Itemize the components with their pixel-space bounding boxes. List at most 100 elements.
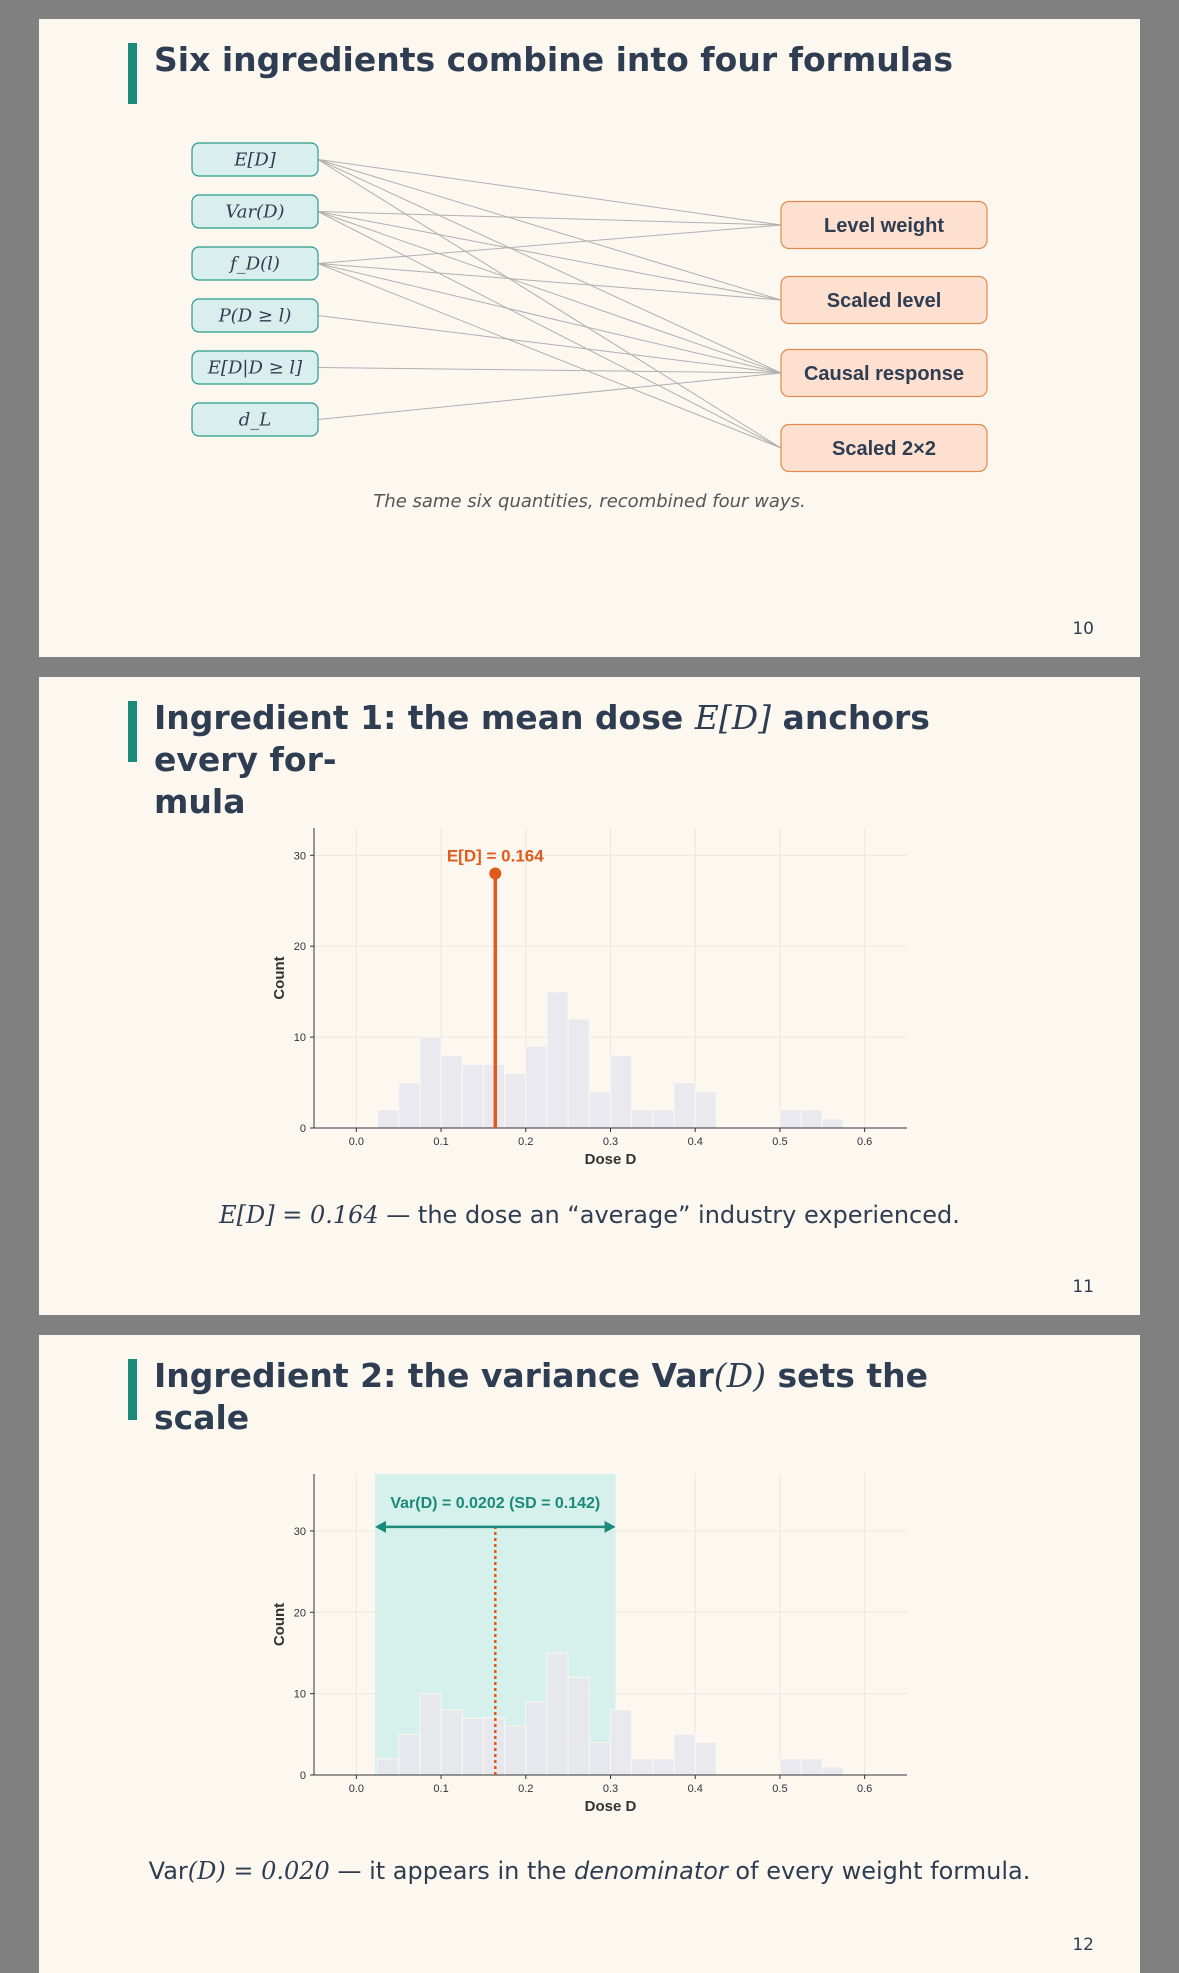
dose-histogram-mean: 0.0 0.1 0.2 0.3 0.4 0.5 0.6 0 10 20 30 Dose D Count E… [271, 828, 907, 1168]
x-tick-label: 0.1 [433, 1136, 448, 1148]
histogram-bar [631, 1109, 654, 1129]
histogram-bar [398, 1082, 421, 1129]
diagram-link [317, 263, 782, 449]
histogram-bar [673, 1733, 696, 1776]
slide-title: Ingredient 2: the variance Var(D) sets t… [154, 1356, 929, 1437]
histogram-bar [821, 1766, 844, 1776]
ingredient-box [191, 246, 319, 281]
diagram-link [317, 263, 782, 301]
histogram-bar [461, 1717, 484, 1776]
diagram-link [317, 372, 782, 420]
formula-box [780, 423, 988, 473]
slide-caption: E[D] = 0.164 — the dose an “average” ind… [219, 1201, 960, 1229]
histogram-bar [419, 1036, 442, 1129]
ingredient-box [191, 298, 319, 333]
histogram-bar [398, 1733, 421, 1776]
histogram-bar [694, 1091, 717, 1129]
ingredient-label: E[D] [233, 150, 277, 171]
histogram-bar [546, 991, 569, 1129]
diagram-link [317, 367, 782, 374]
mean-marker [489, 867, 502, 880]
diagram-link [317, 224, 782, 264]
x-tick-label: 0.3 [603, 1136, 618, 1148]
histogram-bar [546, 1652, 569, 1776]
histogram-bar [610, 1054, 633, 1129]
histogram-bar [461, 1063, 484, 1129]
y-tick-label: 0 [300, 1123, 306, 1135]
histogram-bar [588, 1741, 611, 1776]
y-axis-label: Count [271, 956, 288, 999]
x-tick-label: 0.5 [772, 1783, 787, 1795]
mean-label: E[D] = 0.164 [447, 846, 544, 865]
y-tick-label: 20 [294, 941, 306, 953]
y-tick-label: 20 [294, 1607, 306, 1619]
x-axis-label: Dose D [585, 1798, 637, 1815]
slide-11: Ingredient 1: the mean dose E[D] anchors… [39, 677, 1140, 1315]
diagram-link [317, 159, 782, 374]
variance-label: Var(D) = 0.0202 (SD = 0.142) [390, 1495, 600, 1512]
formula-label: Scaled 2×2 [832, 438, 936, 460]
histogram-bar [567, 1676, 590, 1776]
x-tick-label: 0.4 [688, 1783, 703, 1795]
x-tick-label: 0.0 [349, 1783, 364, 1795]
histogram-bar [673, 1082, 696, 1129]
title-accent-bar [128, 1359, 137, 1420]
histogram-bar [440, 1709, 463, 1776]
histogram-bar [779, 1109, 802, 1129]
histogram-bar [377, 1109, 400, 1129]
x-tick-label: 0.2 [518, 1783, 533, 1795]
page-number: 11 [1072, 1277, 1094, 1297]
ingredient-label: d_L [239, 410, 271, 431]
diagram-link [317, 211, 782, 449]
histogram-bar [525, 1045, 548, 1129]
slide-10: Six ingredients combine into four formul… [39, 19, 1140, 657]
x-tick-label: 0.5 [772, 1136, 787, 1148]
diagram-link [317, 211, 782, 226]
slide-caption: Var(D) = 0.020 — it appears in the denom… [148, 1857, 1031, 1885]
diagram-link [317, 315, 782, 374]
histogram-bar [419, 1693, 442, 1776]
histogram-bar [610, 1709, 633, 1776]
ingredient-box [191, 402, 319, 437]
histogram-bar [694, 1741, 717, 1776]
x-axis-label: Dose D [585, 1151, 637, 1168]
y-tick-label: 30 [294, 1526, 306, 1538]
histogram-bar [800, 1109, 823, 1129]
histogram-bar [567, 1018, 590, 1129]
slide-title: Six ingredients combine into four formul… [154, 40, 953, 79]
x-tick-label: 0.4 [688, 1136, 703, 1148]
diagram-caption: The same six quantities, recombined four… [373, 491, 806, 512]
title-accent-bar [128, 701, 137, 762]
diagram-link [317, 211, 782, 301]
x-tick-label: 0.2 [518, 1136, 533, 1148]
y-tick-label: 30 [294, 850, 306, 862]
ingredient-box [191, 194, 319, 229]
ingredient-formula-diagram: E[D] Var(D) f_D(l) P(D ≥ l) E[D|D ≥ l] d_L Lev… [191, 142, 988, 473]
histogram-bar [525, 1701, 548, 1776]
x-tick-label: 0.3 [603, 1783, 618, 1795]
x-tick-label: 0.6 [857, 1136, 872, 1148]
y-tick-label: 0 [300, 1770, 306, 1782]
histogram-bar [504, 1725, 527, 1776]
histogram-bar [631, 1758, 654, 1776]
ingredient-label: P(D ≥ l) [218, 306, 292, 327]
histogram-bar [377, 1758, 400, 1776]
histogram-bar [440, 1054, 463, 1129]
slide-title: Ingredient 1: the mean dose E[D] anchors… [154, 698, 930, 821]
histogram-bar [652, 1109, 675, 1129]
diagram-link [317, 159, 782, 226]
ingredient-label: Var(D) [225, 202, 284, 223]
formula-box [780, 200, 988, 250]
histogram-bar [652, 1758, 675, 1776]
ingredient-label: f_D(l) [228, 254, 280, 275]
histogram-bar [779, 1758, 802, 1776]
page-number: 10 [1072, 619, 1094, 639]
histogram-bar [821, 1118, 844, 1129]
y-axis-label: Count [271, 1603, 288, 1646]
sd-arrowhead-right [604, 1520, 616, 1533]
title-accent-bar [128, 43, 137, 104]
dose-histogram-variance: 0.0 0.1 0.2 0.3 0.4 0.5 0.6 0 10 20 30 Dose D Count V… [271, 1474, 907, 1815]
x-tick-label: 0.1 [433, 1783, 448, 1795]
ingredient-box [191, 350, 319, 385]
diagram-link [317, 211, 782, 374]
